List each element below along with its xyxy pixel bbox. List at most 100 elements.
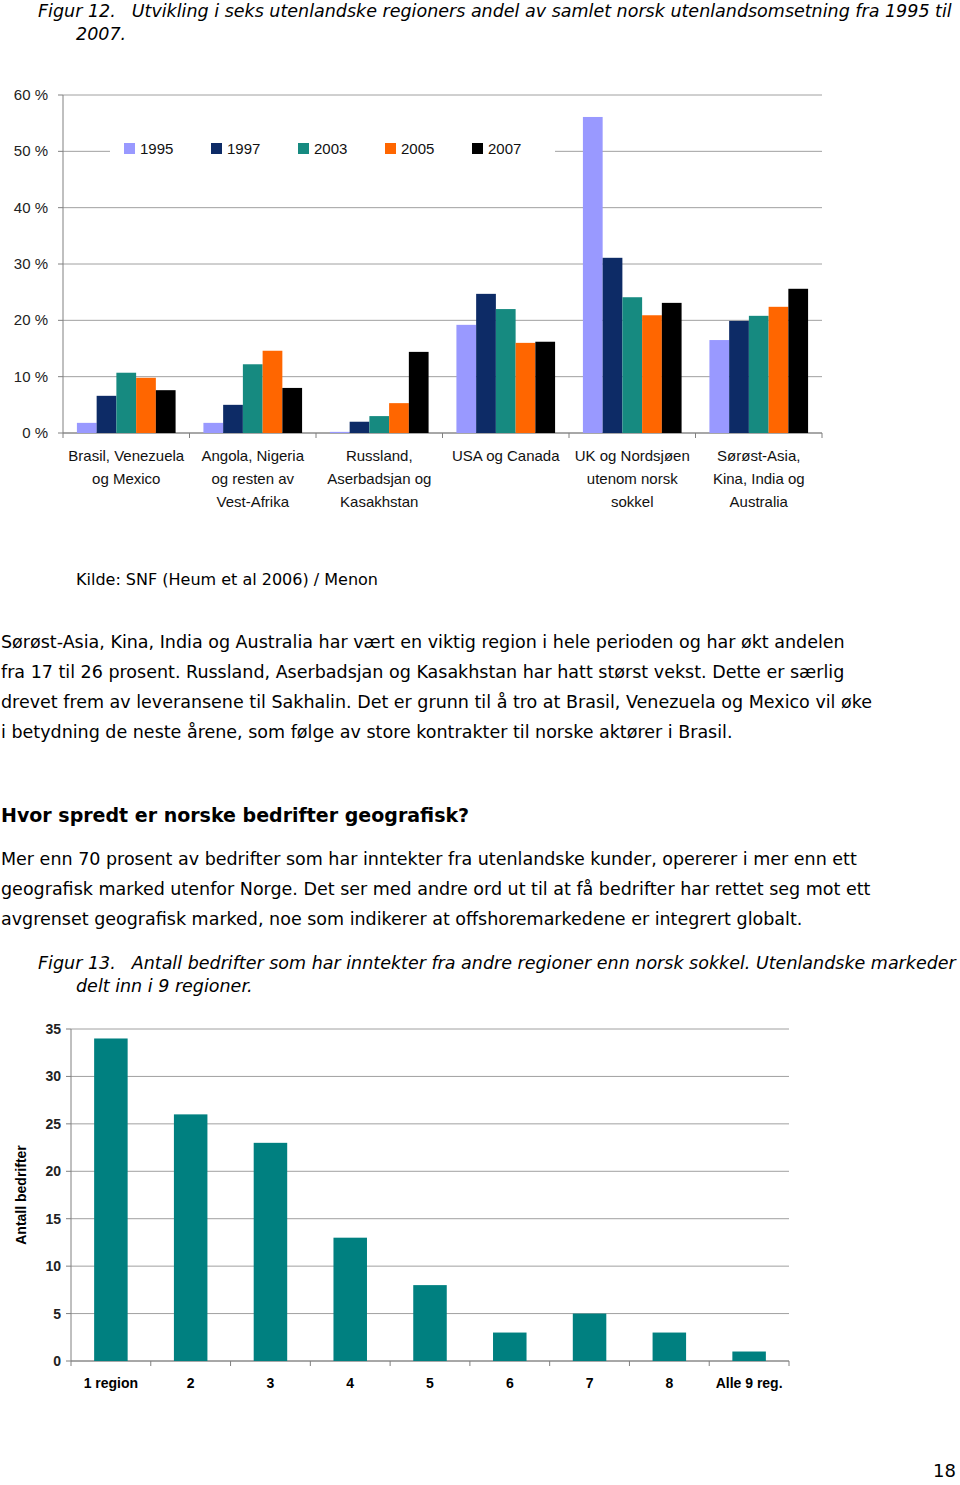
tick-label: 25: [45, 1116, 61, 1132]
bar: [263, 351, 283, 433]
y-axis: [71, 1029, 72, 1361]
category-label: 1 region: [84, 1375, 138, 1391]
tick-label: 35: [45, 1021, 61, 1037]
paragraph-line: drevet frem av leveransene til Sakhalin.…: [1, 690, 872, 714]
category-tick: [469, 1361, 470, 1366]
category-tick: [695, 433, 696, 438]
page: 0 %10 %20 %30 %40 %50 %60 %1995199720032…: [0, 0, 960, 1485]
bar: [709, 340, 729, 433]
category-tick: [71, 1361, 72, 1366]
legend: 19951997200320052007: [110, 136, 555, 162]
tick-mark: [66, 1218, 71, 1219]
bar: [413, 1285, 447, 1361]
bar: [493, 1333, 527, 1361]
paragraph-line: avgrenset geografisk marked, noe som ind…: [1, 907, 802, 931]
bar: [203, 423, 223, 433]
category-tick: [709, 1361, 710, 1366]
bar: [409, 352, 429, 433]
legend-label: 1997: [227, 140, 260, 157]
tick-mark: [58, 320, 63, 321]
category-tick: [390, 1361, 391, 1366]
category-label: 4: [346, 1375, 354, 1391]
category-tick: [230, 1361, 231, 1366]
bar: [330, 432, 350, 433]
tick-mark: [66, 1123, 71, 1124]
tick-label: 5: [53, 1306, 61, 1322]
bar: [254, 1143, 288, 1361]
bar: [622, 297, 642, 433]
legend-label: 2005: [401, 140, 434, 157]
paragraph-line: fra 17 til 26 prosent. Russland, Aserbad…: [1, 660, 844, 684]
bar: [573, 1314, 607, 1361]
category-tick: [549, 1361, 550, 1366]
tick-mark: [58, 433, 63, 434]
tick-label: 30 %: [14, 255, 48, 272]
grid-line: [63, 95, 822, 96]
tick-label: 40 %: [14, 199, 48, 216]
category-label: 8: [665, 1375, 673, 1391]
category-label: UK og Nordsjøen utenom norsk sokkel: [573, 444, 691, 513]
legend-box: [110, 136, 555, 162]
tick-label: 20 %: [14, 311, 48, 328]
tick-label: 0 %: [22, 424, 48, 441]
bars: [94, 1038, 766, 1361]
page-number: 18: [933, 1460, 956, 1482]
bar: [662, 303, 682, 433]
category-tick: [822, 433, 823, 438]
tick-mark: [66, 1029, 71, 1030]
tick-label: 0: [53, 1353, 61, 1369]
paragraph-line: Sørøst-Asia, Kina, India og Australia ha…: [1, 630, 845, 654]
heading: Hvor spredt er norske bedrifter geografi…: [1, 802, 469, 828]
bar: [174, 1114, 208, 1361]
category-tick: [442, 433, 443, 438]
bar: [749, 316, 769, 433]
paragraph-line: i betydning de neste årene, som følge av…: [1, 720, 733, 744]
tick-label: 15: [45, 1211, 61, 1227]
caption-label: Figur 12.: [38, 1, 116, 21]
category-label: 6: [506, 1375, 514, 1391]
tick-label: 10 %: [14, 368, 48, 385]
legend-swatch: [124, 143, 135, 154]
legend-label: 2003: [314, 140, 347, 157]
bar: [333, 1238, 367, 1361]
tick-mark: [66, 1361, 71, 1362]
category-tick: [569, 433, 570, 438]
bar: [243, 364, 263, 433]
tick-mark: [66, 1076, 71, 1077]
caption-text: Antall bedrifter som har inntekter fra a…: [76, 953, 956, 996]
tick-label: 20: [45, 1163, 61, 1179]
bar: [535, 342, 555, 433]
category-tick: [150, 1361, 151, 1366]
tick-mark: [58, 95, 63, 96]
legend-swatch: [385, 143, 396, 154]
bar: [369, 416, 389, 433]
legend-swatch: [472, 143, 483, 154]
figure-caption: Figur 13.Antall bedrifter som har inntek…: [38, 952, 958, 998]
bar: [729, 321, 749, 433]
paragraph-line: Mer enn 70 prosent av bedrifter som har …: [1, 847, 857, 871]
tick-label: 50 %: [14, 142, 48, 159]
bar: [94, 1038, 128, 1361]
chart: 0 %10 %20 %30 %40 %50 %60 %1995199720032…: [14, 86, 822, 441]
category-tick: [63, 433, 64, 438]
tick-mark: [58, 264, 63, 265]
bar: [282, 388, 302, 433]
caption-label: Figur 13.: [38, 953, 116, 973]
category-label: 7: [586, 1375, 594, 1391]
category-label: Sørøst-Asia, Kina, India og Australia: [700, 444, 818, 513]
bar: [516, 343, 536, 433]
bar: [389, 403, 409, 433]
bar: [136, 378, 156, 433]
bar: [156, 390, 176, 433]
grid-line: [63, 207, 822, 208]
bar: [653, 1333, 687, 1361]
grid-line: [71, 1029, 789, 1030]
grid-line: [63, 264, 822, 265]
category-tick: [310, 1361, 311, 1366]
legend-label: 2007: [488, 140, 521, 157]
category-tick: [189, 433, 190, 438]
bar: [350, 422, 370, 433]
figure-caption: Figur 12.Utvikling i seks utenlandske re…: [38, 0, 958, 46]
bar: [583, 117, 603, 433]
bars: [77, 117, 808, 433]
